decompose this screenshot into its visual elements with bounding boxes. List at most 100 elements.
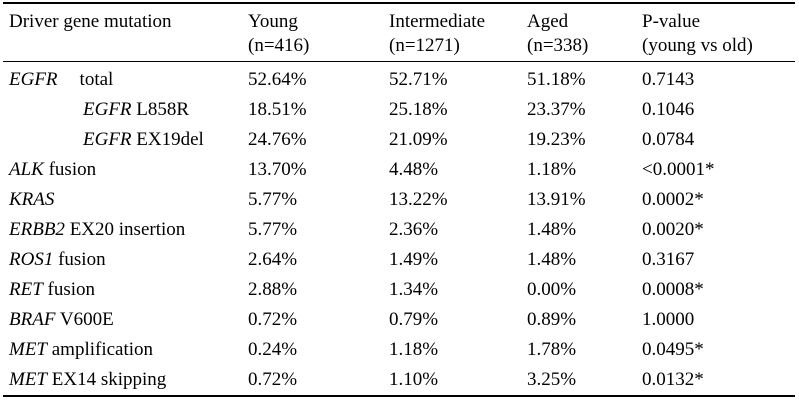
gene-suffix: L858R <box>131 99 190 120</box>
gene-suffix: total <box>79 69 114 90</box>
gene-name: ROS1 <box>9 249 54 270</box>
cell-aged: 23.37% <box>527 99 586 120</box>
gene-name: ERBB2 <box>9 219 65 240</box>
header-intermediate-line2: (n=1271) <box>389 35 460 56</box>
table-row: ERBB2 EX20 insertion 5.77% 2.36% 1.48% 0… <box>3 215 795 245</box>
cell-intermediate: 1.49% <box>389 249 439 270</box>
cell-young: 0.72% <box>248 369 298 390</box>
cell-young: 24.76% <box>248 129 307 150</box>
gene-name: EGFR <box>83 129 132 150</box>
gene-suffix: EX20 insertion <box>64 219 186 240</box>
gene-suffix: fusion <box>43 159 97 180</box>
gene-name: MET <box>9 339 47 360</box>
header-young-line2: (n=416) <box>248 35 310 56</box>
cell-intermediate: 1.34% <box>389 279 439 300</box>
table-body: EGFR total 52.64% 52.71% 51.18% 0.7143 EG… <box>3 62 795 396</box>
gene-suffix: fusion <box>53 249 106 270</box>
header-pvalue: P-value (young vs old) <box>636 3 795 62</box>
cell-gene: EGFR L858R <box>3 95 242 125</box>
table-row: EGFR total 52.64% 52.71% 51.18% 0.7143 <box>3 62 795 96</box>
gene-name: BRAF <box>9 309 56 330</box>
gene-name: KRAS <box>9 189 55 210</box>
cell-intermediate: 52.71% <box>389 69 448 90</box>
cell-gene: EGFR total <box>3 62 242 96</box>
cell-pvalue: 0.3167 <box>642 249 695 270</box>
cell-young: 0.72% <box>248 309 298 330</box>
cell-aged: 1.48% <box>527 219 577 240</box>
cell-aged: 0.00% <box>527 279 577 300</box>
header-intermediate-line1: Intermediate <box>389 11 486 32</box>
table-row: MET EX14 skipping 0.72% 1.10% 3.25% 0.01… <box>3 365 795 396</box>
cell-young: 0.24% <box>248 339 298 360</box>
cell-pvalue: 0.0002* <box>642 189 704 210</box>
header-pvalue-line1: P-value <box>642 11 701 32</box>
cell-pvalue: <0.0001* <box>642 159 715 180</box>
cell-pvalue: 0.7143 <box>642 69 695 90</box>
cell-young: 5.77% <box>248 219 298 240</box>
header-young: Young (n=416) <box>242 3 383 62</box>
header-driver-gene: Driver gene mutation <box>3 3 242 62</box>
cell-intermediate: 2.36% <box>389 219 439 240</box>
cell-pvalue: 0.0020* <box>642 219 704 240</box>
gene-suffix: fusion <box>42 279 96 300</box>
gene-name: ALK <box>9 159 44 180</box>
cell-gene: EGFR EX19del <box>3 125 242 155</box>
cell-gene: ALK fusion <box>3 155 242 185</box>
cell-gene: ERBB2 EX20 insertion <box>3 215 242 245</box>
cell-young: 18.51% <box>248 99 307 120</box>
cell-intermediate: 25.18% <box>389 99 448 120</box>
cell-pvalue: 0.0495* <box>642 339 704 360</box>
gene-suffix: amplification <box>47 339 154 360</box>
cell-intermediate: 1.10% <box>389 369 439 390</box>
cell-gene: RET fusion <box>3 275 242 305</box>
cell-intermediate: 0.79% <box>389 309 439 330</box>
cell-pvalue: 0.0132* <box>642 369 704 390</box>
header-aged: Aged (n=338) <box>521 3 636 62</box>
gene-name: RET <box>9 279 43 300</box>
mutation-table-container: Driver gene mutation Young (n=416) Inter… <box>3 2 795 397</box>
table-row: RET fusion 2.88% 1.34% 0.00% 0.0008* <box>3 275 795 305</box>
cell-young: 2.64% <box>248 249 298 270</box>
cell-gene: ROS1 fusion <box>3 245 242 275</box>
header-aged-line2: (n=338) <box>527 35 589 56</box>
cell-aged: 0.89% <box>527 309 577 330</box>
cell-young: 52.64% <box>248 69 307 90</box>
header-intermediate: Intermediate (n=1271) <box>383 3 521 62</box>
gene-suffix: EX14 skipping <box>47 369 167 390</box>
cell-intermediate: 13.22% <box>389 189 448 210</box>
header-aged-line1: Aged <box>527 11 569 32</box>
cell-aged: 13.91% <box>527 189 586 210</box>
table-row: BRAF V600E 0.72% 0.79% 0.89% 1.0000 <box>3 305 795 335</box>
cell-pvalue: 1.0000 <box>642 309 695 330</box>
cell-aged: 51.18% <box>527 69 586 90</box>
table-row: KRAS 5.77% 13.22% 13.91% 0.0002* <box>3 185 795 215</box>
table-row: ROS1 fusion 2.64% 1.49% 1.48% 0.3167 <box>3 245 795 275</box>
cell-pvalue: 0.0008* <box>642 279 704 300</box>
table-row: MET amplification 0.24% 1.18% 1.78% 0.04… <box>3 335 795 365</box>
cell-young: 13.70% <box>248 159 307 180</box>
cell-intermediate: 1.18% <box>389 339 439 360</box>
cell-pvalue: 0.0784 <box>642 129 695 150</box>
table-header: Driver gene mutation Young (n=416) Inter… <box>3 3 795 62</box>
cell-pvalue: 0.1046 <box>642 99 695 120</box>
cell-aged: 1.78% <box>527 339 577 360</box>
table-row: EGFR EX19del 24.76% 21.09% 19.23% 0.0784 <box>3 125 795 155</box>
header-pvalue-line2: (young vs old) <box>642 35 753 56</box>
cell-aged: 19.23% <box>527 129 586 150</box>
cell-gene: MET EX14 skipping <box>3 365 242 396</box>
gene-suffix: V600E <box>55 309 114 330</box>
cell-young: 2.88% <box>248 279 298 300</box>
gene-name: MET <box>9 369 47 390</box>
gene-name: EGFR <box>9 69 58 90</box>
cell-young: 5.77% <box>248 189 298 210</box>
cell-intermediate: 4.48% <box>389 159 439 180</box>
gene-suffix: EX19del <box>131 129 204 150</box>
table-row: EGFR L858R 18.51% 25.18% 23.37% 0.1046 <box>3 95 795 125</box>
table-row: ALK fusion 13.70% 4.48% 1.18% <0.0001* <box>3 155 795 185</box>
cell-aged: 1.18% <box>527 159 577 180</box>
cell-gene: KRAS <box>3 185 242 215</box>
header-driver-gene-line1: Driver gene mutation <box>9 11 172 32</box>
cell-gene: MET amplification <box>3 335 242 365</box>
cell-aged: 3.25% <box>527 369 577 390</box>
cell-gene: BRAF V600E <box>3 305 242 335</box>
